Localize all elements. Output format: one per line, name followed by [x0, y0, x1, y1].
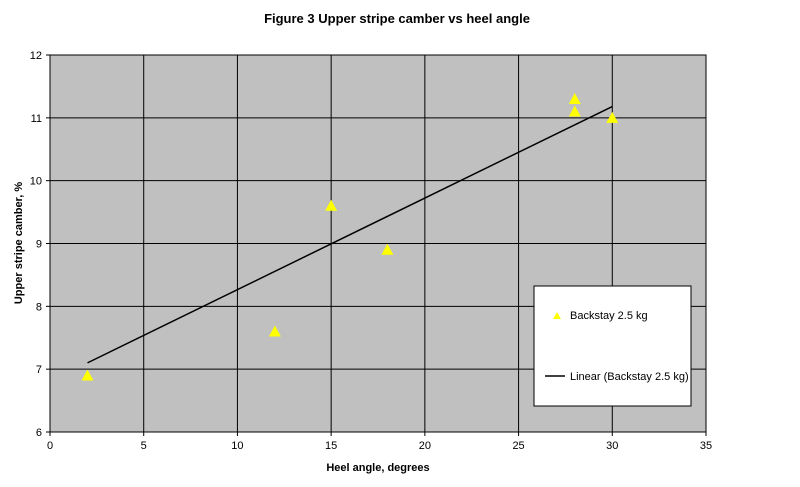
x-tick-label: 10: [231, 440, 243, 452]
x-tick-label: 20: [419, 440, 431, 452]
data-point-triangle: [381, 243, 394, 255]
y-tick-label: 10: [30, 176, 42, 188]
y-tick-label: 11: [31, 113, 42, 125]
y-tick-label: 9: [36, 239, 42, 251]
x-tick-label: 25: [512, 440, 524, 452]
trendline: [87, 105, 613, 364]
legend: Backstay 2.5 kg Linear (Backstay 2.5 kg): [533, 285, 692, 407]
trendline-group: [87, 105, 613, 364]
y-tick-label: 6: [36, 427, 42, 439]
data-point-triangle: [268, 325, 281, 337]
data-point-triangle: [568, 92, 581, 104]
x-tick-label: 5: [141, 440, 147, 452]
chart-title: Figure 3 Upper stripe camber vs heel ang…: [264, 11, 530, 26]
legend-label-series: Backstay 2.5 kg: [570, 310, 648, 322]
x-tick-label: 15: [325, 440, 337, 452]
y-tick-label: 8: [36, 301, 42, 313]
y-tick-label: 7: [36, 364, 42, 376]
data-point-triangle: [568, 105, 581, 117]
y-axis-ticks: 6 7 8 9 10 11 12: [30, 50, 50, 439]
x-tick-label: 35: [700, 440, 712, 452]
legend-marker-triangle: [553, 312, 561, 319]
y-tick-label: 12: [30, 50, 42, 62]
data-point-triangle: [325, 199, 338, 211]
x-tick-label: 30: [606, 440, 618, 452]
x-axis-ticks: 0 5 10 15 20 25 30 35: [47, 432, 712, 452]
x-tick-label: 0: [47, 440, 53, 452]
y-axis-label: Upper stripe camber, %: [13, 182, 25, 304]
data-point-triangle: [606, 111, 619, 123]
data-points: [81, 92, 619, 381]
legend-label-trendline: Linear (Backstay 2.5 kg): [570, 371, 689, 383]
x-axis-label: Heel angle, degrees: [326, 462, 429, 474]
legend-box: [533, 285, 692, 407]
data-point-triangle: [81, 369, 94, 381]
